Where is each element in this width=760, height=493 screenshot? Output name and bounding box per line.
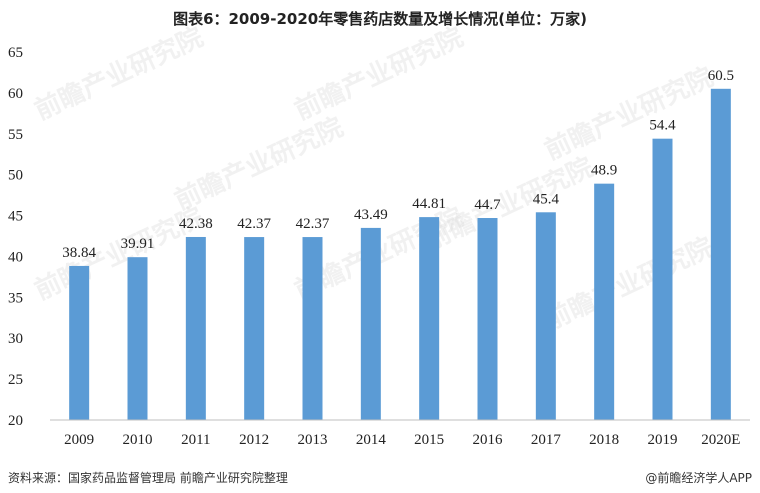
bars: 38.84 39.91 42.38 42.37 42.37 43.49 44.81 44.7 4…	[62, 68, 734, 421]
y-tick-label: 40	[8, 249, 23, 265]
bar-value-label: 44.7	[474, 197, 501, 213]
bar	[69, 265, 90, 420]
y-tick-label: 45	[8, 209, 23, 225]
bar	[419, 217, 440, 420]
watermark-text: 前瞻产业研究院	[170, 111, 348, 216]
bar-value-label: 44.81	[412, 196, 446, 212]
x-tick-label: 2010	[123, 432, 153, 448]
watermark-text: 前瞻产业研究院	[290, 21, 468, 126]
bar-value-label: 54.4	[649, 118, 676, 134]
x-axis: 2009 2010 2011 2012 2013 2014 2015 2016 2017 2018…	[50, 419, 750, 448]
bar-value-label: 42.38	[179, 216, 213, 232]
bar	[185, 236, 206, 420]
watermark-text: 前瞻产业研究院	[540, 61, 718, 166]
bar-value-label: 48.9	[591, 163, 617, 179]
x-tick-label: 2014	[356, 432, 387, 448]
bar	[652, 138, 673, 420]
y-tick-label: 30	[8, 331, 23, 347]
bar-value-label: 42.37	[237, 216, 271, 232]
y-tick-label: 65	[8, 45, 23, 61]
chart-title: 图表6：2009-2020年零售药店数量及增长情况(单位：万家)	[173, 10, 587, 28]
bar-value-label: 60.5	[708, 68, 734, 84]
source-note: 资料来源：国家药品监督管理局 前瞻产业研究院整理	[8, 471, 288, 485]
bar-value-label: 42.37	[296, 216, 330, 232]
x-tick-label: 2018	[589, 432, 619, 448]
x-tick-label: 2012	[239, 432, 269, 448]
bar	[477, 218, 498, 420]
x-tick-label: 2015	[414, 432, 444, 448]
bar	[535, 212, 556, 420]
bar-value-label: 43.49	[354, 207, 388, 223]
bar	[594, 183, 615, 420]
bar-value-label: 38.84	[62, 245, 96, 261]
x-tick-label: 2019	[648, 432, 678, 448]
x-tick-label: 2009	[64, 432, 94, 448]
y-axis: 20 25 30 35 40 45 50 55 60 65	[8, 45, 23, 429]
x-tick-label: 2011	[181, 432, 210, 448]
y-tick-label: 35	[8, 290, 23, 306]
y-tick-label: 60	[8, 86, 23, 102]
x-tick-label: 2016	[473, 432, 504, 448]
bar-value-label: 45.4	[533, 191, 560, 207]
watermark-text: 前瞻产业研究院	[30, 21, 208, 126]
y-tick-label: 50	[8, 168, 23, 184]
bar-value-label: 39.91	[121, 236, 155, 252]
x-tick-label: 2013	[298, 432, 328, 448]
watermark-text: 前瞻产业研究院	[540, 231, 718, 336]
y-tick-label: 55	[8, 127, 23, 143]
bar	[710, 88, 731, 421]
bar	[360, 227, 381, 420]
x-tick-label: 2020E	[701, 432, 740, 448]
watermark-text: 前瞻产业研究院	[420, 151, 598, 256]
bar	[244, 237, 265, 420]
y-tick-label: 20	[8, 413, 23, 429]
x-tick-label: 2017	[531, 432, 562, 448]
bar	[127, 257, 148, 420]
bar	[302, 237, 323, 420]
y-tick-label: 25	[8, 372, 23, 388]
brand-credit: @前瞻经济学人APP	[645, 471, 752, 485]
